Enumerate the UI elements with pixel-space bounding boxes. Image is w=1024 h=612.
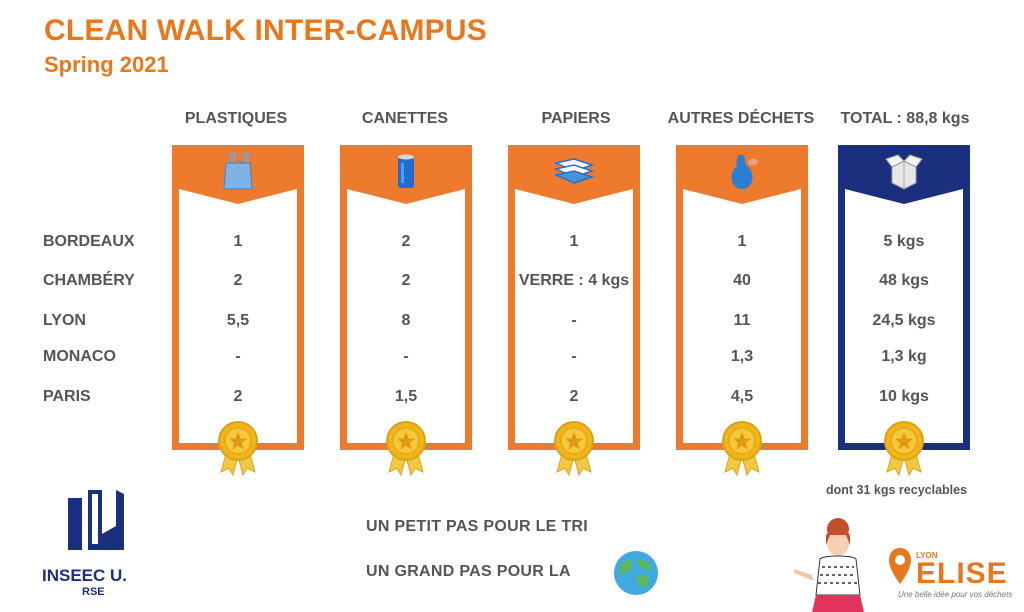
card-autres-dechets (676, 145, 808, 450)
slogan-line-2: UN GRAND PAS POUR LA (366, 563, 571, 580)
medal-icon (386, 421, 426, 476)
column-header-papiers: PAPIERS (541, 110, 611, 127)
medal-icon (218, 421, 258, 476)
cell-lyon-canettes: 8 (401, 312, 411, 329)
cell-bordeaux-canettes: 2 (401, 233, 411, 250)
cell-monaco-canettes: - (403, 348, 409, 365)
column-header-canettes: CANETTES (361, 110, 449, 127)
page-subtitle: Spring 2021 (44, 52, 169, 77)
row-label-paris: PARIS (43, 388, 91, 405)
row-label-monaco: MONACO (43, 348, 116, 365)
column-header-autres: AUTRES DÉCHETS (667, 110, 815, 127)
cell-paris-canettes: 1,5 (394, 388, 418, 405)
girl-illustration-icon (794, 518, 864, 612)
row-label-chambery: CHAMBÉRY (43, 272, 135, 289)
cell-monaco-papiers: - (571, 348, 577, 365)
cell-bordeaux-papiers: 1 (569, 233, 579, 250)
medal-icon (884, 421, 924, 476)
elise-pin-icon (889, 548, 911, 584)
row-label-bordeaux: BORDEAUX (43, 233, 135, 250)
cell-bordeaux-autres: 1 (737, 233, 747, 250)
elise-tagline: Une belle idée pour vos déchets (898, 590, 1013, 599)
cell-lyon-plastiques: 5,5 (226, 312, 250, 329)
column-header-plastiques: PLASTIQUES (184, 110, 288, 127)
paper-stack-icon (554, 158, 594, 184)
cell-bordeaux-plastiques: 1 (233, 233, 243, 250)
cell-monaco-total: 1,3 kg (881, 348, 927, 365)
trash-bag-icon (731, 155, 758, 189)
inseec-sub: RSE (82, 586, 105, 598)
elise-small-label: LYON (916, 551, 938, 560)
cell-lyon-autres: 11 (733, 312, 751, 329)
open-box-icon (885, 154, 923, 190)
cell-monaco-autres: 1,3 (730, 348, 754, 365)
inseec-logo-icon (68, 490, 124, 550)
medal-icon (722, 421, 762, 476)
cell-lyon-papiers: - (571, 312, 577, 329)
cell-chambery-total: 48 kgs (879, 272, 929, 289)
cell-chambery-autres: 40 (733, 272, 751, 289)
cell-monaco-plastiques: - (235, 348, 241, 365)
elise-name: ELISE (916, 557, 1008, 590)
total-note: dont 31 kgs recyclables (826, 483, 968, 497)
slogan-line-1: UN PETIT PAS POUR LE TRI (366, 518, 589, 535)
cell-paris-autres: 4,5 (730, 388, 754, 405)
cell-bordeaux-total: 5 kgs (883, 233, 925, 250)
cell-chambery-plastiques: 2 (233, 272, 243, 289)
cell-paris-plastiques: 2 (233, 388, 243, 405)
cell-chambery-papiers: VERRE : 4 kgs (518, 272, 630, 289)
can-icon (398, 154, 414, 188)
cell-paris-papiers: 2 (569, 388, 579, 405)
column-header-total: TOTAL : 88,8 kgs (840, 110, 970, 127)
row-label-lyon: LYON (43, 312, 86, 329)
medal-icon (554, 421, 594, 476)
globe-icon (614, 551, 658, 595)
plastic-bag-icon (223, 151, 253, 190)
inseec-name: INSEEC U. (42, 566, 128, 585)
page-title: CLEAN WALK INTER-CAMPUS (44, 14, 487, 47)
card-plastiques (172, 145, 304, 450)
cell-lyon-total: 24,5 kgs (872, 312, 936, 329)
cell-chambery-canettes: 2 (401, 272, 411, 289)
cell-paris-total: 10 kgs (879, 388, 929, 405)
